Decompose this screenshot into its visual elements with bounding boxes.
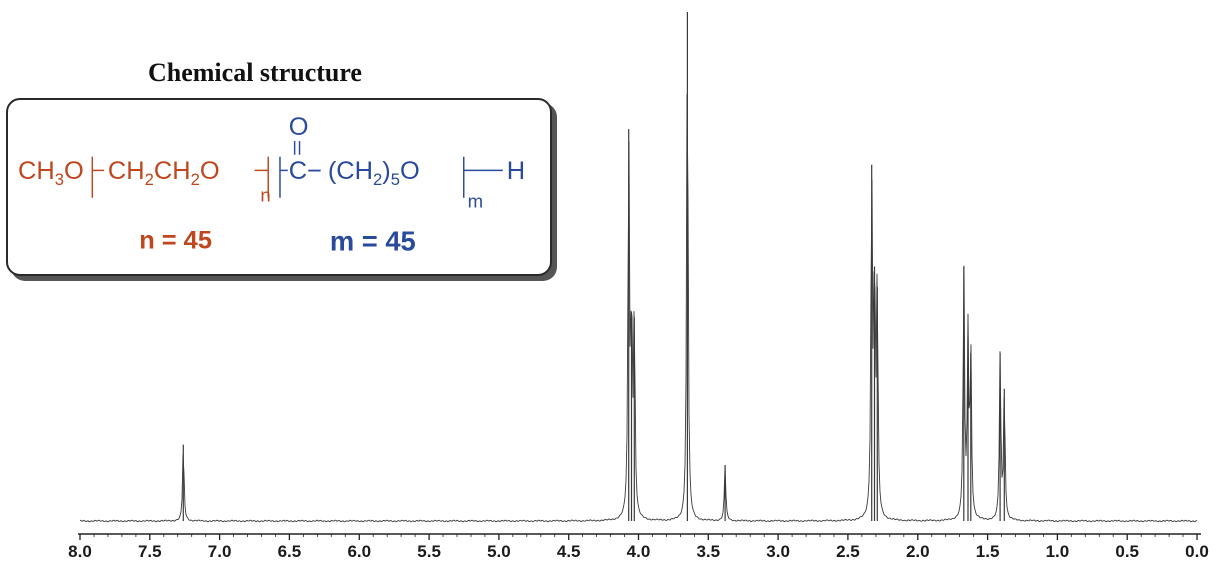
peg-repeat-n: n bbox=[260, 185, 270, 206]
chemical-formula: CH3O CH2CH2O n O C− (CH2)5O m H n = 45 m … bbox=[18, 113, 525, 257]
m-value-label: m = 45 bbox=[330, 226, 416, 257]
formula-pcl-unit: C− (CH2)5O bbox=[289, 157, 420, 189]
carbonyl-oxygen: O bbox=[289, 113, 309, 141]
x-tick-label: 3.5 bbox=[696, 542, 720, 561]
x-tick-label: 0.0 bbox=[1185, 542, 1209, 561]
x-tick-label: 7.0 bbox=[208, 542, 232, 561]
x-tick-label: 4.0 bbox=[627, 542, 651, 561]
x-tick-label: 1.0 bbox=[1046, 542, 1070, 561]
pcl-repeat-m: m bbox=[468, 191, 483, 212]
chemical-structure-box: CH3O CH2CH2O n O C− (CH2)5O m H n = 45 m … bbox=[6, 98, 552, 276]
x-tick-label: 4.5 bbox=[557, 542, 581, 561]
formula-peg-unit: CH2CH2O bbox=[108, 157, 220, 189]
x-tick-label: 8.0 bbox=[68, 542, 92, 561]
spectrum-trace-group bbox=[79, 12, 1198, 523]
formula-methoxy: CH3O bbox=[18, 157, 84, 189]
x-tick-label: 6.5 bbox=[278, 542, 302, 561]
x-tick-label: 1.5 bbox=[976, 542, 1000, 561]
structure-title: Chemical structure bbox=[148, 58, 362, 87]
x-axis: 8.0 7.5 7.0 6.5 6.0 5.5 5.0 4.5 4.0 3.5 3.0 2.5 2.0 1… bbox=[68, 533, 1209, 561]
x-tick-label: 0.5 bbox=[1115, 542, 1139, 561]
x-tick-label: 2.5 bbox=[836, 542, 860, 561]
x-tick-label: 5.0 bbox=[487, 542, 511, 561]
x-tick-label: 3.0 bbox=[766, 542, 790, 561]
spectrum-baseline bbox=[79, 94, 1198, 523]
n-value-label: n = 45 bbox=[139, 227, 212, 255]
x-tick-label: 5.5 bbox=[417, 542, 441, 561]
end-hydrogen: H bbox=[507, 157, 525, 185]
x-tick-label: 7.5 bbox=[138, 542, 162, 561]
x-tick-label: 2.0 bbox=[906, 542, 930, 561]
x-tick-label: 6.0 bbox=[347, 542, 371, 561]
